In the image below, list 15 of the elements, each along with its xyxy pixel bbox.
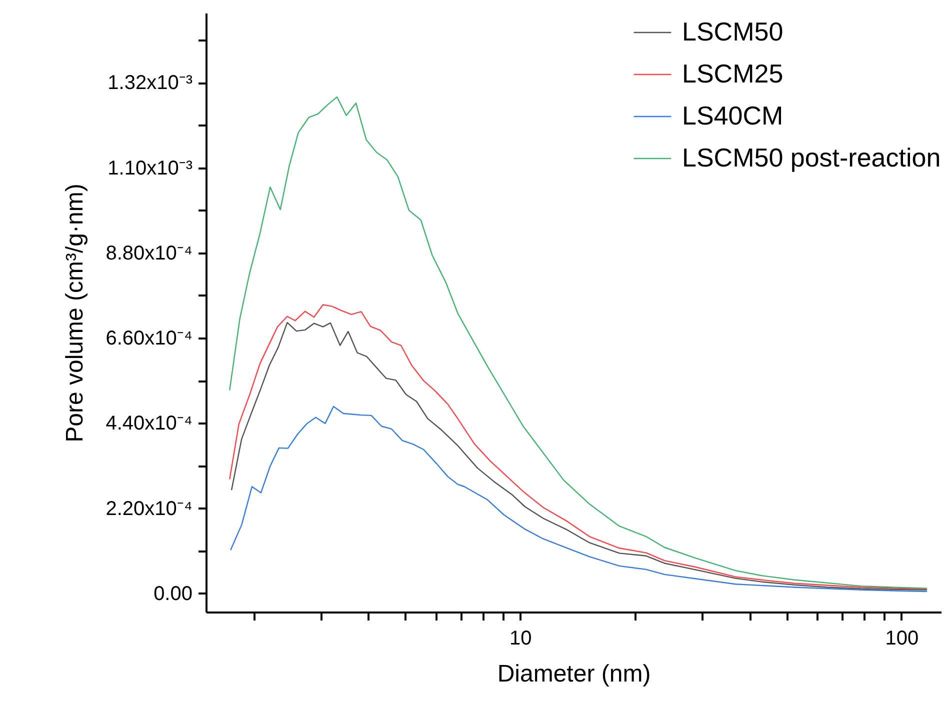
y-tick-label: 6.60x10⁻⁴ [106, 328, 192, 350]
y-tick-label: 2.20x10⁻⁴ [106, 498, 192, 520]
y-tick-label: 1.10x10⁻³ [108, 157, 193, 180]
legend-label: LSCM50 [682, 16, 784, 46]
y-axis-title: Pore volume (cm³/g·nm) [62, 184, 89, 442]
legend-label: LSCM50 post-reaction [682, 142, 941, 172]
y-tick-label: 4.40x10⁻⁴ [106, 412, 192, 435]
y-tick-label: 8.80x10⁻⁴ [106, 242, 192, 264]
y-tick-label: 0.00 [154, 582, 192, 605]
x-tick-label: 10 [510, 628, 532, 650]
x-axis-title: Diameter (nm) [497, 660, 651, 688]
legend-label: LS40CM [682, 100, 784, 130]
legend-label: LSCM25 [682, 58, 784, 88]
x-tick-label: 100 [885, 628, 919, 650]
y-tick-label: 1.32x10⁻³ [108, 72, 193, 94]
